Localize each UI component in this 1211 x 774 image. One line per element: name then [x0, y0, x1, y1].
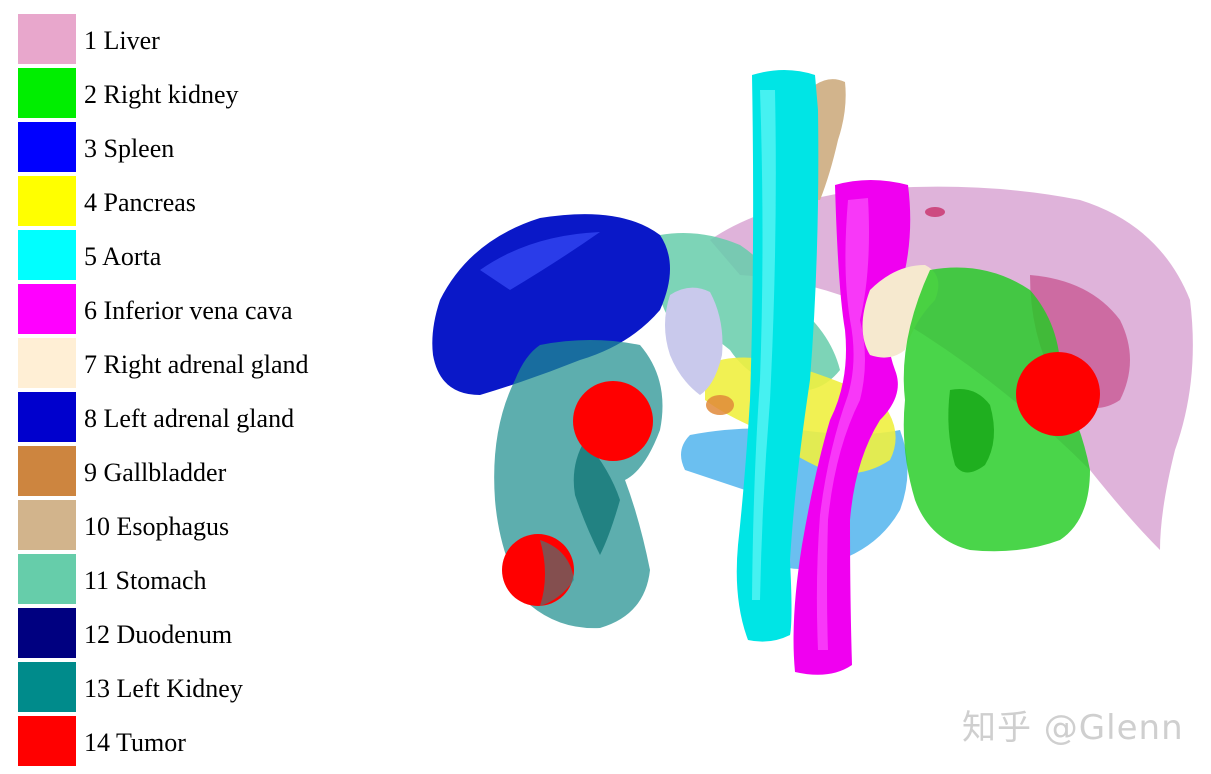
- tumor-left-upper: [573, 381, 653, 461]
- legend-swatch: [18, 176, 76, 228]
- tumor-left-lower-overlay: [540, 540, 574, 606]
- organ-legend: 1 Liver 2 Right kidney 3 Spleen 4 Pancreas 5…: [18, 14, 358, 770]
- legend-label: 4 Pancreas: [84, 188, 196, 217]
- legend-swatch: [18, 608, 76, 660]
- legend-swatch: [18, 446, 76, 498]
- legend-swatch: [18, 716, 76, 768]
- spleen-shape: [432, 214, 670, 395]
- legend-swatch: [18, 500, 76, 552]
- legend-swatch: [18, 554, 76, 606]
- legend-label: 13 Left Kidney: [84, 674, 243, 703]
- legend-swatch: [18, 122, 76, 174]
- legend-item: 13 Left Kidney: [18, 662, 358, 716]
- legend-item: 4 Pancreas: [18, 176, 358, 230]
- legend-item: 5 Aorta: [18, 230, 358, 284]
- ivc-highlight: [816, 198, 869, 650]
- esophagus-shape: [812, 79, 846, 200]
- legend-label: 2 Right kidney: [84, 80, 239, 109]
- legend-label: 3 Spleen: [84, 134, 175, 163]
- legend-label: 9 Gallbladder: [84, 458, 227, 487]
- legend-item: 2 Right kidney: [18, 68, 358, 122]
- tumor-right: [1016, 352, 1100, 436]
- legend-label: 11 Stomach: [84, 566, 207, 595]
- legend-item: 10 Esophagus: [18, 500, 358, 554]
- right-kidney-pelvis: [948, 389, 994, 473]
- legend-item: 9 Gallbladder: [18, 446, 358, 500]
- legend-item: 11 Stomach: [18, 554, 358, 608]
- legend-label: 12 Duodenum: [84, 620, 233, 649]
- legend-label: 8 Left adrenal gland: [84, 404, 295, 433]
- legend-item: 12 Duodenum: [18, 608, 358, 662]
- legend-label: 14 Tumor: [84, 728, 186, 757]
- spleen-highlight: [480, 232, 600, 290]
- gallbladder-shape: [706, 395, 734, 415]
- legend-item: 6 Inferior vena cava: [18, 284, 358, 338]
- legend-label: 5 Aorta: [84, 242, 162, 271]
- legend-swatch: [18, 284, 76, 336]
- legend-swatch: [18, 14, 76, 66]
- watermark-text: 知乎 @Glenn: [962, 708, 1184, 748]
- left-kidney-pelvis: [573, 440, 620, 555]
- legend-label: 10 Esophagus: [84, 512, 230, 541]
- legend-label: 1 Liver: [84, 26, 160, 55]
- legend-item: 3 Spleen: [18, 122, 358, 176]
- legend-swatch: [18, 662, 76, 714]
- legend-item: 8 Left adrenal gland: [18, 392, 358, 446]
- liver-spot: [925, 207, 945, 217]
- legend-label: 7 Right adrenal gland: [84, 350, 309, 379]
- legend-label: 6 Inferior vena cava: [84, 296, 293, 325]
- aorta-highlight: [752, 90, 776, 600]
- left-adrenal-shape: [665, 287, 723, 395]
- legend-item: 7 Right adrenal gland: [18, 338, 358, 392]
- organ-3d-render: [432, 70, 1193, 675]
- legend-swatch: [18, 392, 76, 444]
- liver-shape: [710, 186, 1193, 550]
- legend-item: 14 Tumor: [18, 716, 358, 770]
- legend-swatch: [18, 230, 76, 282]
- right-kidney-shape: [903, 267, 1090, 552]
- legend-swatch: [18, 68, 76, 120]
- right-adrenal-shape: [862, 265, 939, 358]
- legend-swatch: [18, 338, 76, 390]
- legend-item: 1 Liver: [18, 14, 358, 68]
